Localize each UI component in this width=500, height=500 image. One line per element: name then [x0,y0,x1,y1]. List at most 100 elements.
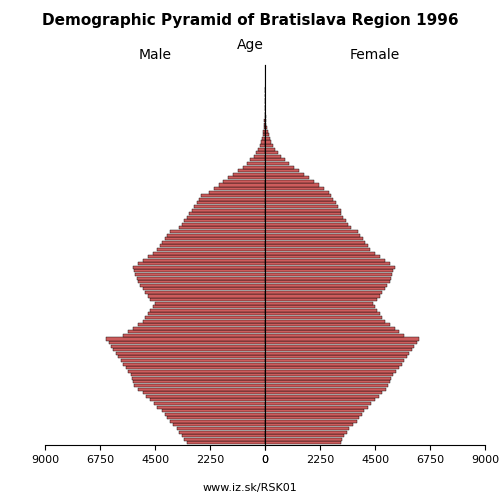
Bar [265,288,385,290]
Text: 100: 100 [269,80,289,90]
Bar [265,398,375,402]
Bar [155,302,265,304]
Bar [187,442,265,444]
Bar [265,362,402,366]
Bar [265,442,341,444]
Bar [209,190,265,194]
Bar [265,140,272,143]
Bar [265,326,394,330]
Text: 10: 10 [269,402,282,412]
Bar [202,194,265,197]
Bar [167,416,265,420]
Bar [265,223,348,226]
Bar [265,187,324,190]
Bar [265,309,378,312]
Bar [265,134,268,136]
Bar [158,248,265,251]
Bar [134,384,265,387]
Bar [152,252,265,254]
Bar [260,144,265,147]
Bar [265,255,380,258]
Bar [265,424,353,426]
Bar [128,370,265,372]
Bar [258,148,265,150]
Bar [265,344,414,348]
Bar [170,420,265,423]
Bar [265,252,375,254]
Bar [265,412,362,416]
Bar [265,438,342,441]
Bar [162,409,265,412]
Bar [148,312,265,316]
Bar [265,208,341,212]
Bar [265,130,268,133]
Bar [148,255,265,258]
Bar [265,320,385,322]
Bar [224,180,265,183]
Bar [265,402,372,405]
Bar [265,137,270,140]
Bar [265,234,360,236]
Bar [143,320,265,322]
Bar [116,352,265,355]
Bar [265,119,266,122]
Bar [180,430,265,434]
Bar [265,258,385,262]
Bar [265,323,390,326]
Text: 100: 100 [269,80,289,90]
Bar [265,230,358,233]
Bar [265,172,304,176]
Bar [152,305,265,308]
Text: 40: 40 [269,294,282,304]
Bar [180,226,265,230]
Bar [265,226,350,230]
Bar [133,266,265,269]
Bar [154,402,265,405]
Bar [265,180,314,183]
Bar [262,137,265,140]
Bar [194,205,265,208]
Bar [265,374,394,376]
Bar [265,276,391,280]
Text: Demographic Pyramid of Bratislava Region 1996: Demographic Pyramid of Bratislava Region… [42,12,459,28]
Bar [265,184,319,186]
Bar [265,384,388,387]
Bar [265,116,266,118]
Bar [162,241,265,244]
Bar [138,388,265,390]
Bar [134,270,265,272]
Bar [118,356,265,358]
Bar [106,338,265,340]
Bar [145,291,265,294]
Bar [265,158,284,162]
Bar [265,359,404,362]
Text: Age: Age [236,38,264,52]
Bar [177,427,265,430]
Bar [265,380,390,384]
Bar [165,237,265,240]
Bar [265,284,387,287]
Bar [167,234,265,236]
Bar [265,366,400,369]
Bar [265,190,328,194]
Bar [265,202,336,204]
Bar [187,216,265,218]
Bar [265,334,404,337]
Bar [126,366,265,369]
Bar [160,244,265,248]
Bar [108,341,265,344]
Bar [150,398,265,402]
Text: 90: 90 [269,116,282,126]
Bar [174,424,265,426]
Bar [254,155,265,158]
Text: 20: 20 [269,366,282,376]
Bar [182,223,265,226]
Bar [214,187,265,190]
Bar [265,352,409,355]
Bar [265,194,331,197]
Bar [265,338,419,340]
Bar [136,276,265,280]
Bar [265,302,372,304]
Bar [165,412,265,416]
Bar [262,134,265,136]
